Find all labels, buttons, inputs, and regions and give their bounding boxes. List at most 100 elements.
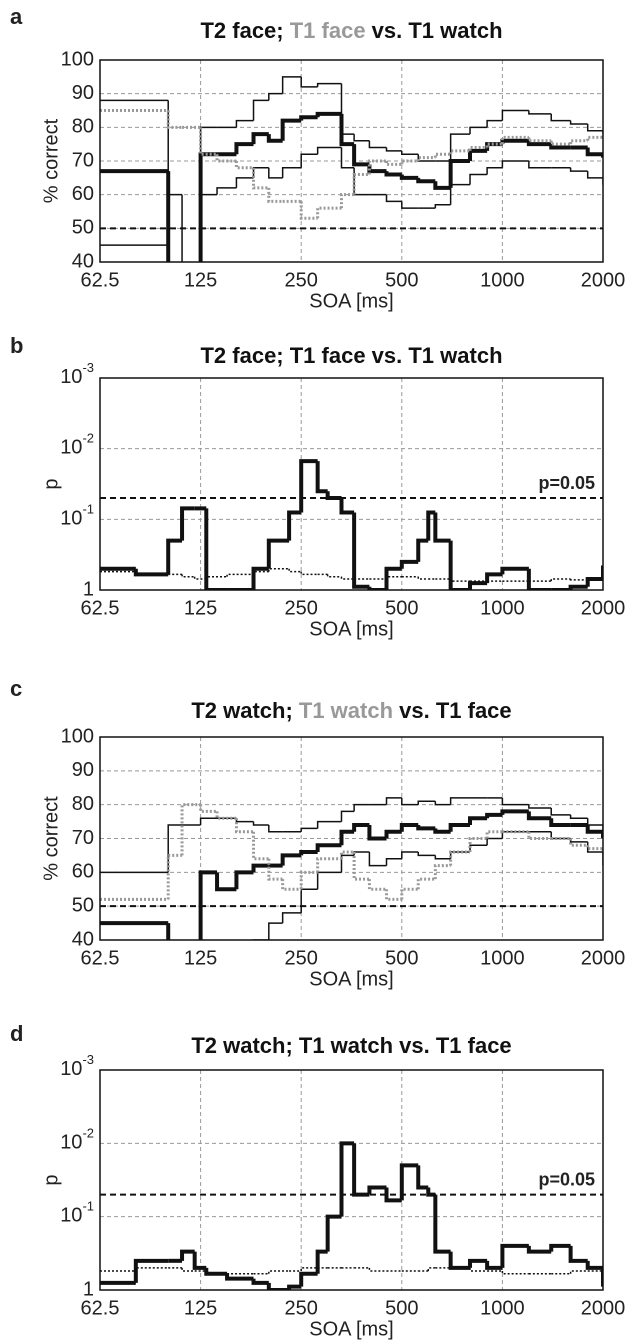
line-step (416, 1165, 429, 1190)
y-tick-label: 10-1 (60, 502, 94, 530)
line-step (216, 187, 237, 195)
line-step (252, 821, 269, 826)
tick-base: 10 (60, 1205, 82, 1227)
line-step (427, 1267, 436, 1271)
line-step (340, 83, 355, 135)
line-step (199, 127, 218, 156)
x-tick-label: 250 (285, 1297, 318, 1319)
y-tick-label: 1 (83, 1278, 94, 1300)
reference-label: p=0.05 (538, 1169, 595, 1189)
line-step (433, 512, 451, 543)
line-step (181, 194, 183, 262)
line-step (385, 889, 402, 901)
line-step (315, 1249, 328, 1274)
line-step (569, 167, 588, 172)
line-step (384, 1187, 402, 1203)
line-step (485, 572, 503, 584)
tick-exponent: -3 (82, 1052, 94, 1067)
line-step (300, 1267, 318, 1271)
line-step (399, 822, 419, 832)
line-step (252, 166, 269, 178)
x-tick-label: 2000 (581, 947, 626, 969)
line-step (416, 877, 436, 890)
line-step (300, 571, 318, 576)
line-step (486, 166, 503, 175)
line-step (449, 850, 471, 866)
x-tick-label: 62.5 (81, 947, 120, 969)
line-step (469, 844, 488, 853)
line-step (501, 109, 529, 121)
line-step (399, 174, 419, 180)
y-tick-label: 10-3 (60, 1052, 94, 1080)
line-step (417, 852, 436, 857)
line-step (300, 888, 318, 913)
y-tick-label: 40 (72, 928, 94, 950)
line-step (236, 957, 253, 974)
line-step (586, 171, 603, 179)
line-step (326, 574, 342, 578)
line-step (550, 113, 571, 122)
y-tick-label: 10-1 (60, 1199, 94, 1227)
line-step (586, 135, 603, 141)
line-step (316, 82, 342, 87)
line-step (352, 144, 370, 167)
y-tick-label: 70 (72, 827, 94, 849)
line-step (299, 1271, 318, 1287)
line-step (448, 1251, 471, 1270)
line-step (468, 148, 488, 161)
line-step (401, 150, 419, 156)
x-tick-label: 62.5 (81, 1297, 120, 1319)
y-tick-label: 60 (72, 183, 94, 205)
line-step (204, 508, 228, 590)
panel-label: d (10, 1021, 23, 1046)
line-step (300, 827, 318, 832)
y-axis-label: p (40, 478, 62, 489)
line-step (166, 171, 171, 262)
line-step (433, 181, 451, 190)
line-step (468, 581, 488, 590)
y-tick-label: 70 (72, 149, 94, 171)
line-step (268, 1270, 290, 1274)
line-step (205, 576, 228, 580)
line-step (300, 153, 318, 168)
line-step (288, 568, 302, 573)
panel-label: b (10, 333, 23, 358)
line-step (267, 858, 283, 881)
line-step (167, 100, 183, 196)
line-step (340, 810, 355, 822)
line-step (325, 491, 342, 501)
line-step (251, 132, 269, 145)
line-step (569, 139, 588, 145)
line-step (400, 887, 419, 900)
line-step (449, 797, 471, 805)
line-step (527, 137, 552, 143)
line-step (267, 187, 283, 203)
line-step (235, 818, 254, 823)
y-tick-label: 90 (72, 759, 94, 781)
chart-title: T2 watch; T1 watch vs. T1 face (191, 1033, 511, 1058)
x-tick-label: 250 (285, 597, 318, 619)
x-tick-label: 500 (385, 947, 418, 969)
line-step (400, 159, 419, 165)
line-step (501, 160, 529, 168)
x-tick-label: 1000 (480, 947, 525, 969)
tick-base: 10 (60, 1132, 82, 1154)
line-step (339, 193, 355, 209)
line-step (251, 863, 269, 873)
line-step (167, 824, 183, 873)
line-step (252, 167, 269, 190)
title-part: T2 face; T1 face vs. T1 watch (200, 343, 502, 368)
line-step (287, 1284, 302, 1290)
line-step (585, 824, 603, 834)
line-step (353, 851, 370, 856)
line-step (166, 923, 171, 940)
line-step (266, 134, 283, 143)
line-step (280, 853, 302, 866)
line-step (199, 804, 218, 813)
x-tick-label: 500 (385, 269, 418, 291)
line-step (449, 183, 471, 205)
x-tick-label: 250 (285, 269, 318, 291)
line-step (468, 816, 488, 825)
plot-lines (100, 76, 603, 262)
line-step (166, 853, 183, 900)
